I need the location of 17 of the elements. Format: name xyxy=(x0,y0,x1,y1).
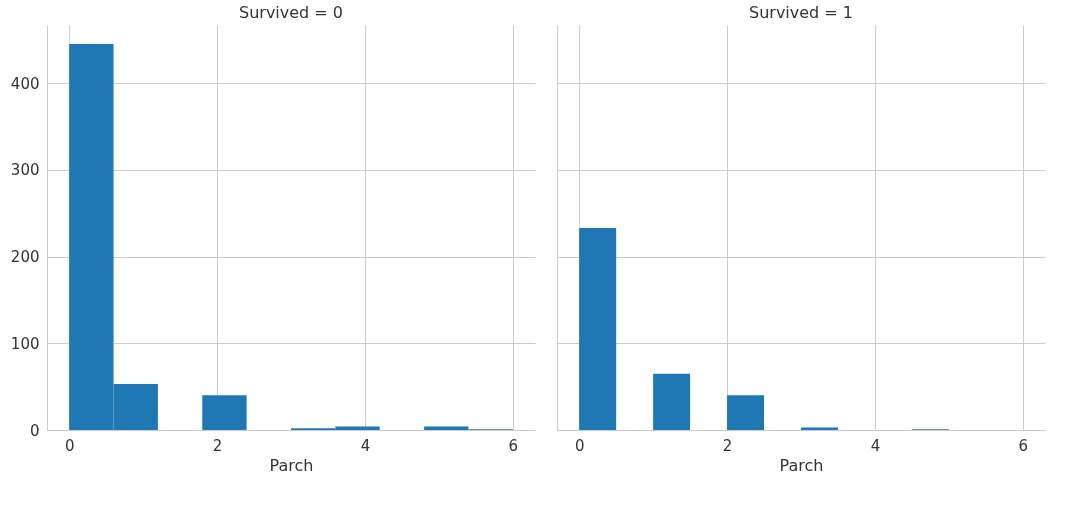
x-tick-label: 4 xyxy=(360,436,371,455)
y-tick-label: 200 xyxy=(10,248,40,267)
chart-title: Survived = 0 xyxy=(238,3,344,22)
x-tick-label: 4 xyxy=(870,436,881,455)
x-tick-label: 0 xyxy=(574,436,585,455)
y-tick-label: 400 xyxy=(10,74,40,93)
y-tick-label: 0 xyxy=(29,421,40,440)
y-tick-label: 100 xyxy=(10,334,40,353)
x-tick-label: 2 xyxy=(212,436,223,455)
x-axis-title: Parch xyxy=(269,455,314,475)
x-tick-label: 2 xyxy=(722,436,733,455)
y-tick-label: 300 xyxy=(10,161,40,180)
x-tick-label: 6 xyxy=(1018,436,1029,455)
x-axis-title: Parch xyxy=(779,455,824,475)
chart-title: Survived = 1 xyxy=(748,3,854,22)
x-tick-label: 6 xyxy=(508,436,519,455)
x-tick-label: 0 xyxy=(64,436,75,455)
